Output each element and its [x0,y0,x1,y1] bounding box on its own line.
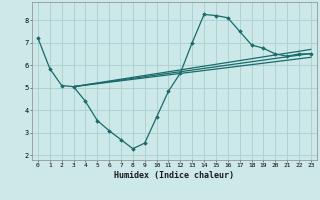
X-axis label: Humidex (Indice chaleur): Humidex (Indice chaleur) [115,171,234,180]
